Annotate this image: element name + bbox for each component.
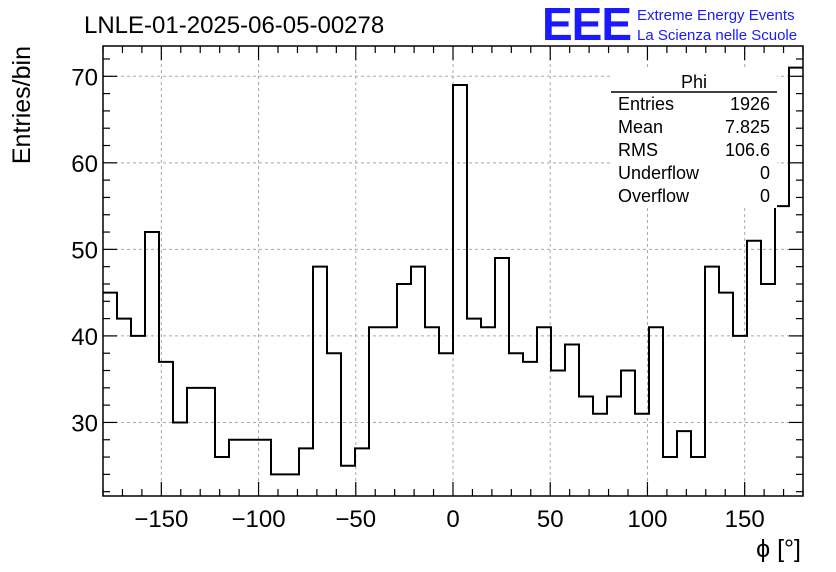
x-tick-label: 150 (725, 506, 765, 533)
histogram-bin (621, 371, 635, 496)
stats-row-value: 1926 (730, 94, 770, 114)
axis-ticks (102, 46, 804, 496)
eee-logo: EEE Extreme Energy Events La Scienza nel… (542, 0, 797, 50)
histogram-bin (411, 267, 425, 496)
stats-row-label: RMS (618, 140, 658, 160)
histogram-bin (243, 440, 257, 496)
histogram-bin (299, 448, 313, 496)
stats-row-label: Underflow (618, 163, 700, 183)
histogram-bin (397, 284, 411, 496)
y-tick-label: 60 (71, 151, 98, 178)
histogram-bin (327, 353, 341, 496)
histogram-bin (425, 327, 439, 496)
stats-row-value: 106.6 (725, 140, 770, 160)
histogram-bin (117, 319, 131, 496)
histogram-bin (467, 319, 481, 496)
y-tick-label: 30 (71, 410, 98, 437)
x-tick-label: 50 (537, 506, 564, 533)
histogram-bin (355, 448, 369, 496)
histogram-bin (579, 396, 593, 496)
eee-logo-mark: EEE (542, 0, 631, 50)
histogram-bin (565, 345, 579, 496)
x-axis-label: ϕ [°] (756, 535, 801, 563)
stats-title: Phi (681, 72, 707, 92)
histogram-bin (649, 327, 663, 496)
y-tick-label: 70 (71, 64, 98, 91)
histogram-bin (383, 327, 397, 496)
histogram-bin (523, 362, 537, 496)
histogram-bin (341, 466, 355, 496)
stats-row-label: Mean (618, 117, 663, 137)
histogram-bin (733, 336, 747, 496)
stats-box-background (611, 70, 777, 208)
eee-logo-line1: Extreme Energy Events (637, 7, 795, 24)
histogram-bin (215, 457, 229, 496)
histogram-bin (439, 353, 453, 496)
eee-logo-line2: La Scienza nelle Scuole (637, 27, 797, 44)
histogram-step-line (103, 66, 803, 476)
histogram-bin (145, 232, 159, 496)
histogram-bin (173, 422, 187, 496)
chart-title: LNLE-01-2025-06-05-00278 (84, 12, 384, 39)
histogram-bin (131, 336, 145, 496)
histogram-bin (691, 457, 705, 496)
stats-row-label: Overflow (618, 186, 690, 206)
plot-frame (102, 45, 804, 497)
y-tick-label: 40 (71, 324, 98, 351)
histogram-bin (201, 388, 215, 496)
histogram-bin (509, 353, 523, 496)
x-tick-label: −150 (134, 506, 188, 533)
y-tick-label: 50 (71, 237, 98, 264)
histogram-bin (593, 414, 607, 496)
histogram-bin (719, 293, 733, 496)
histogram-bin (705, 267, 719, 496)
histogram-bin (453, 85, 467, 496)
x-tick-label: −100 (232, 506, 286, 533)
x-tick-label: 0 (446, 506, 459, 533)
x-tick-label: −50 (335, 506, 376, 533)
histogram-bin (747, 241, 761, 496)
histogram-bin (537, 327, 551, 496)
histogram-bin (313, 267, 327, 496)
histogram-bin (229, 440, 243, 496)
histogram-bin (761, 284, 775, 496)
histogram-bin (103, 293, 117, 496)
y-axis-label: Entries/bin (8, 46, 36, 164)
tick-labels: −150 −100 −50 0 50 100 150 30 40 50 60 70 (71, 64, 764, 533)
histogram-bin (369, 327, 383, 496)
stats-row-label: Entries (618, 94, 674, 114)
histogram-bin (789, 68, 803, 496)
x-tick-label: 100 (627, 506, 667, 533)
histogram-bin (775, 206, 789, 496)
histogram-bin (495, 258, 509, 496)
histogram-bin (677, 431, 691, 496)
stats-box: Phi Entries 1926 Mean 7.825 RMS 106.6 Underflo… (611, 70, 777, 208)
histogram-bin (187, 388, 201, 496)
stats-row-value: 0 (760, 163, 770, 183)
stats-row-value: 7.825 (725, 117, 770, 137)
histogram-bin (663, 457, 677, 496)
histogram-bin (551, 371, 565, 496)
stats-row-value: 0 (760, 186, 770, 206)
histogram-bin (481, 327, 495, 496)
histogram-bin (607, 396, 621, 496)
histogram-bin (159, 362, 173, 496)
